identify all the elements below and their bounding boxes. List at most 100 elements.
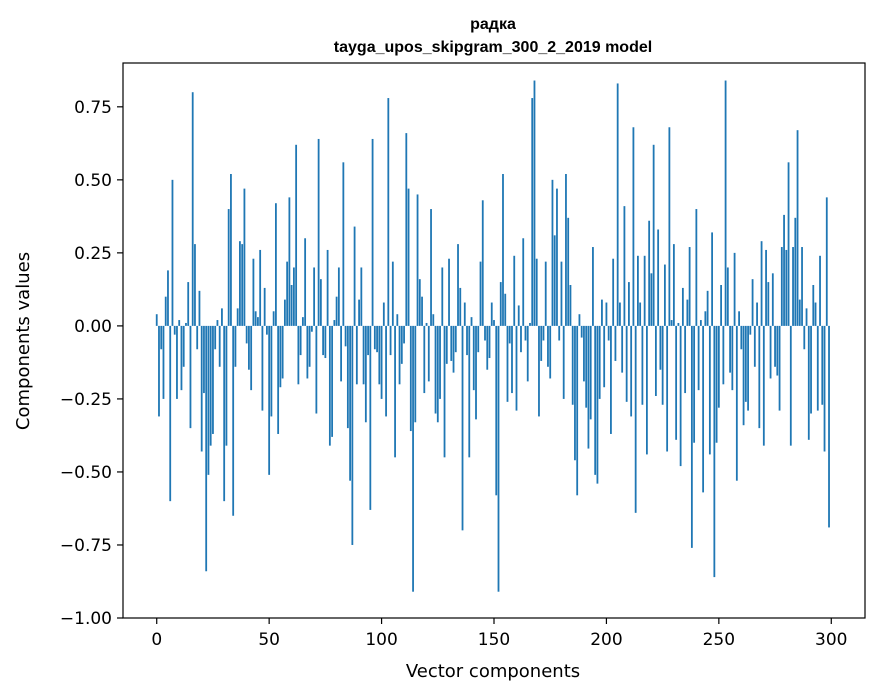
bar xyxy=(382,302,385,326)
bar xyxy=(230,174,232,326)
bar xyxy=(479,261,482,326)
bar xyxy=(603,325,606,388)
bar xyxy=(706,290,709,326)
y-tick-label: −0.50 xyxy=(60,463,112,483)
bar xyxy=(176,325,178,399)
bar xyxy=(252,258,255,326)
bar xyxy=(672,244,675,326)
bar xyxy=(735,325,738,481)
bar xyxy=(337,267,340,326)
bar xyxy=(774,325,776,367)
bar xyxy=(506,325,509,402)
bar xyxy=(747,325,749,411)
bar xyxy=(632,127,635,326)
bar xyxy=(796,130,799,326)
x-tick-label: 150 xyxy=(478,630,510,650)
bar xyxy=(657,229,660,326)
bar xyxy=(239,241,241,326)
bar xyxy=(589,325,592,420)
bar xyxy=(538,325,540,417)
bar xyxy=(661,325,664,405)
bar xyxy=(367,325,369,356)
bar xyxy=(607,325,610,341)
bar xyxy=(475,325,477,420)
bar xyxy=(641,325,644,405)
bar xyxy=(270,325,273,417)
bar xyxy=(805,308,808,326)
bar xyxy=(349,325,351,481)
bar xyxy=(344,325,347,347)
bar xyxy=(313,267,316,326)
bar xyxy=(675,325,678,440)
bar xyxy=(551,179,554,326)
bar xyxy=(346,325,349,429)
bar xyxy=(666,325,669,452)
bar xyxy=(562,325,565,399)
bar xyxy=(576,325,579,496)
bar xyxy=(693,325,696,443)
x-tick-label: 200 xyxy=(590,630,622,650)
bar xyxy=(412,325,414,592)
bar xyxy=(198,290,201,326)
bar xyxy=(212,325,214,434)
bar xyxy=(560,261,563,326)
bar xyxy=(268,325,271,475)
bar xyxy=(828,325,830,528)
bar xyxy=(290,285,293,326)
bar xyxy=(508,325,511,344)
bar xyxy=(493,320,495,326)
bar xyxy=(461,325,464,531)
bar xyxy=(187,282,190,326)
bar xyxy=(535,258,538,326)
bar xyxy=(778,325,781,411)
bar xyxy=(468,325,471,458)
bar xyxy=(155,314,158,326)
bar xyxy=(194,244,196,326)
bar xyxy=(738,311,740,326)
bar xyxy=(648,220,651,326)
bar xyxy=(223,325,226,502)
bar xyxy=(571,325,574,405)
bar xyxy=(463,302,466,326)
bar xyxy=(160,325,163,350)
bar xyxy=(659,325,662,370)
bar xyxy=(178,320,181,326)
bar xyxy=(205,325,208,572)
bar xyxy=(542,325,545,341)
bar xyxy=(499,282,502,326)
bar xyxy=(266,325,268,335)
bar xyxy=(432,314,435,326)
bar xyxy=(484,325,486,341)
bar xyxy=(259,249,262,326)
bar xyxy=(322,325,325,356)
bar xyxy=(394,325,396,458)
bar xyxy=(158,325,160,417)
bar xyxy=(281,325,284,379)
bar xyxy=(380,325,383,399)
bar xyxy=(567,217,570,326)
bar xyxy=(310,325,313,332)
bar xyxy=(789,325,792,446)
bar xyxy=(214,325,217,350)
bar xyxy=(488,325,491,359)
bar xyxy=(333,320,336,326)
bar xyxy=(524,325,527,341)
bar xyxy=(203,325,205,394)
bar xyxy=(459,287,462,326)
bar xyxy=(445,325,448,364)
bar xyxy=(711,232,713,326)
bar xyxy=(511,325,513,394)
bar xyxy=(371,138,374,326)
bar xyxy=(547,325,549,367)
bar xyxy=(643,255,646,326)
bar xyxy=(299,325,302,356)
bar xyxy=(787,162,790,326)
bar xyxy=(241,244,244,326)
bar xyxy=(513,255,516,326)
bar xyxy=(315,325,318,414)
bar xyxy=(328,325,331,446)
bar xyxy=(708,325,711,455)
bar xyxy=(780,247,783,326)
bar xyxy=(762,325,765,446)
bar xyxy=(819,255,821,326)
